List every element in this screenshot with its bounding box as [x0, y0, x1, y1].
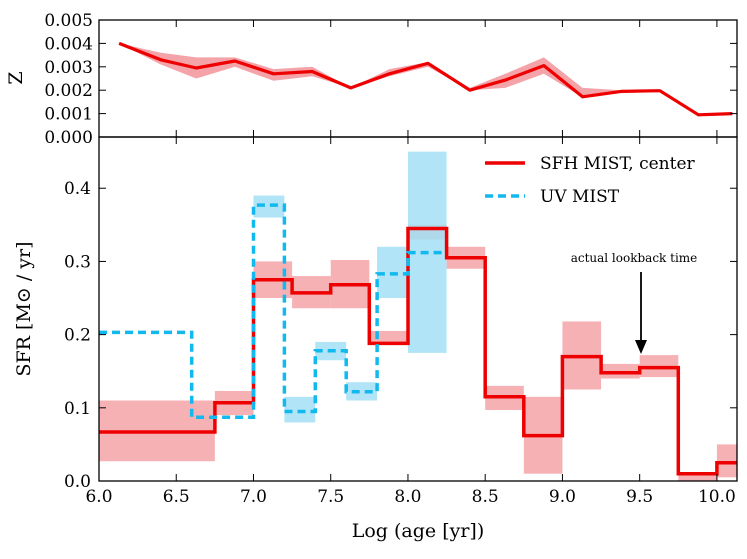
sfr-y-tick-label: 0.2 — [64, 326, 91, 346]
metallicity-line — [119, 43, 732, 114]
x-tick-label: 9.0 — [549, 487, 576, 507]
metallicity-plot-frame — [99, 20, 737, 137]
metallicity-y-tick-label: 0.000 — [44, 128, 93, 148]
uv-uncertainty-band — [284, 397, 315, 423]
x-tick-label: 10.0 — [698, 487, 736, 507]
sfr-y-axis-label: SFR [M⊙ / yr] — [13, 241, 35, 376]
uv-step-line — [99, 205, 447, 417]
x-tick-label: 8.5 — [472, 487, 499, 507]
sfh-uncertainty-band — [369, 331, 408, 343]
sfh-uncertainty-band — [717, 444, 737, 477]
metallicity-y-tick-label: 0.005 — [44, 11, 93, 31]
x-tick-label: 9.5 — [626, 487, 653, 507]
x-tick-label: 7.0 — [240, 487, 267, 507]
annotation-text: actual lookback time — [571, 251, 698, 265]
metallicity-y-axis-label: Z — [5, 71, 27, 84]
metallicity-panel: 0.000 0.001 0.002 0.003 0.004 0.005 Z — [5, 11, 737, 148]
sfr-y-tick-label: 0.1 — [64, 399, 91, 419]
x-tick-label: 6.5 — [163, 487, 190, 507]
x-tick-label: 7.5 — [317, 487, 344, 507]
metallicity-y-tick-label: 0.003 — [44, 58, 93, 78]
metallicity-uncertainty-band — [119, 43, 732, 114]
metallicity-y-tick-label: 0.001 — [44, 105, 93, 125]
legend-label-uv: UV MIST — [540, 187, 620, 207]
x-tick-label: 8.0 — [394, 487, 421, 507]
metallicity-y-tick-label: 0.004 — [44, 34, 93, 54]
legend-label-sfh: SFH MIST, center — [540, 154, 696, 174]
legend: SFH MIST, center UV MIST — [485, 154, 696, 207]
annotation-arrowhead-icon — [635, 340, 647, 354]
sfr-y-tick-label: 0.3 — [64, 252, 91, 272]
metallicity-y-tick-label: 0.002 — [44, 81, 93, 101]
sfr-y-tick-label: 0.4 — [64, 179, 91, 199]
x-tick-label: 6.0 — [85, 487, 112, 507]
x-axis-label: Log (age [yr]) — [352, 520, 485, 542]
